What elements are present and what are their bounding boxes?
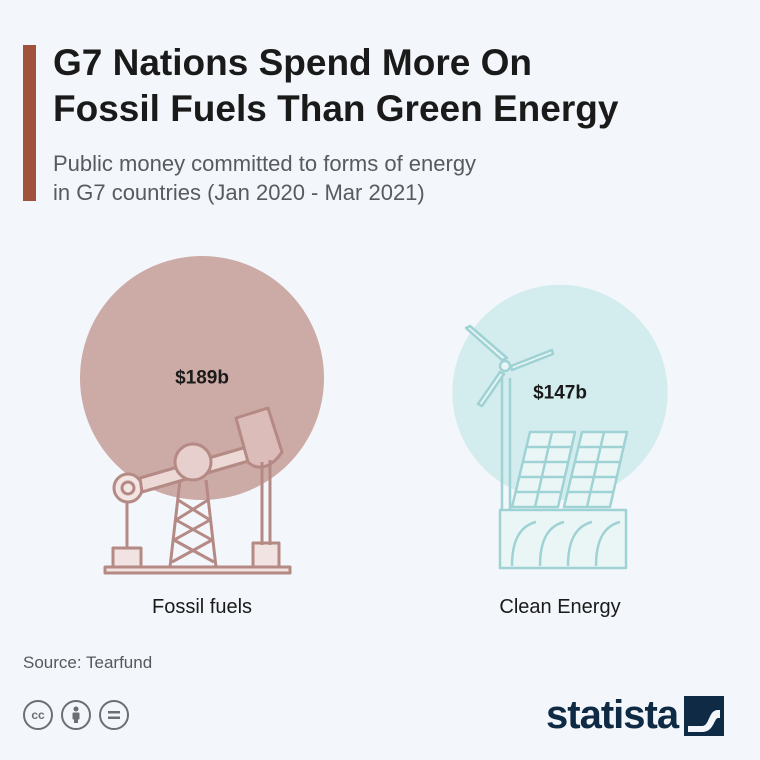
chart-title: G7 Nations Spend More On Fossil Fuels Th… [53, 40, 753, 132]
statista-wordmark: statista [546, 693, 679, 737]
no-derivatives-icon[interactable] [99, 700, 129, 730]
chart-subtitle-line-2: in G7 countries (Jan 2020 - Mar 2021) [53, 180, 425, 205]
creative-commons-icon[interactable]: cc [23, 700, 53, 730]
source-note: Source: Tearfund [23, 653, 153, 672]
bubble-value-label: $189b [175, 368, 229, 389]
chart-title-line-2: Fossil Fuels Than Green Energy [53, 88, 619, 129]
chart-title-line-1: G7 Nations Spend More On [53, 42, 532, 83]
bubble-value-label: $147b [533, 382, 587, 403]
wind-solar-icon [464, 324, 629, 570]
title-accent-bar [23, 45, 36, 201]
attribution-icon[interactable] [61, 700, 91, 730]
category-label: Clean Energy [499, 596, 620, 618]
chart-subtitle: Public money committed to forms of energ… [53, 149, 693, 207]
statista-logo-icon [684, 695, 725, 736]
chart-subtitle-line-1: Public money committed to forms of energ… [53, 151, 477, 176]
oil-pump-icon [103, 406, 292, 575]
license-icons: cc [23, 700, 129, 730]
statista-logo[interactable]: statista [546, 693, 725, 738]
category-label: Fossil fuels [152, 596, 252, 618]
